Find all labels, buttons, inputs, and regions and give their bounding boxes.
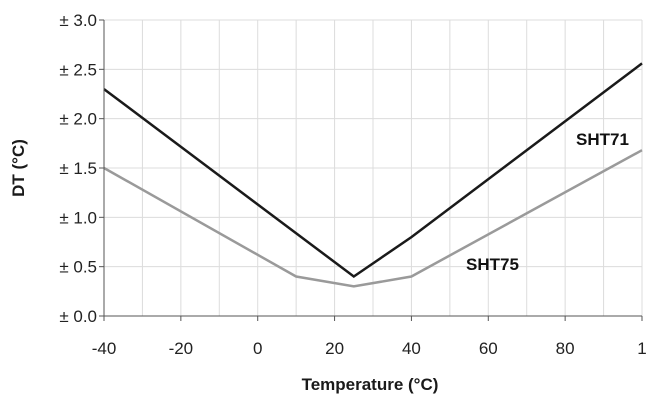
x-tick-label: 1 <box>637 339 646 358</box>
x-tick-label: -20 <box>169 339 194 358</box>
series-lines <box>103 62 643 288</box>
x-tick-label: 80 <box>556 339 575 358</box>
y-axis-label: DT (°C) <box>9 139 28 197</box>
grid <box>103 19 643 317</box>
x-axis-label: Temperature (°C) <box>302 375 439 394</box>
x-tick-label: 60 <box>479 339 498 358</box>
x-tick-label: 40 <box>402 339 421 358</box>
x-tick-labels: -40 -20 0 20 40 60 80 1 <box>92 339 647 358</box>
y-tick-label: ± 2.5 <box>59 60 97 79</box>
x-tick-label: 20 <box>325 339 344 358</box>
series-line-sht75 <box>103 149 643 288</box>
y-tick-labels: ± 0.0 ± 0.5 ± 1.0 ± 1.5 ± 2.0 ± 2.5 ± 3.0 <box>59 11 97 326</box>
x-tick-label: -40 <box>92 339 117 358</box>
y-tick-label: ± 1.0 <box>59 208 97 227</box>
series-label-sht71: SHT71 <box>576 130 629 149</box>
y-tick-label: ± 1.5 <box>59 159 97 178</box>
y-tick-label: ± 2.0 <box>59 110 97 129</box>
axes <box>99 19 643 321</box>
series-label-sht75: SHT75 <box>466 255 519 274</box>
y-tick-label: ± 0.5 <box>59 258 97 277</box>
y-tick-label: ± 0.0 <box>59 307 97 326</box>
series-line-sht71 <box>103 62 643 279</box>
x-tick-label: 0 <box>253 339 262 358</box>
y-tick-label: ± 3.0 <box>59 11 97 30</box>
